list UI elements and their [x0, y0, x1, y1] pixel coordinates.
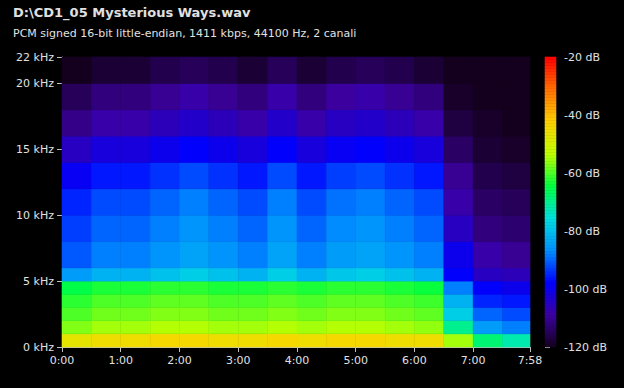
svg-text:D:\CD1_05 Mysterious Ways.wav: D:\CD1_05 Mysterious Ways.wav [13, 5, 251, 21]
svg-text:-120 dB: -120 dB [564, 341, 607, 354]
svg-text:PCM signed 16-bit little-endia: PCM signed 16-bit little-endian, 1411 kb… [13, 27, 356, 40]
svg-text:7:58: 7:58 [518, 354, 543, 367]
svg-text:-60 dB: -60 dB [564, 167, 600, 180]
svg-text:0 kHz: 0 kHz [23, 341, 54, 354]
svg-text:-20 dB: -20 dB [564, 51, 600, 64]
svg-text:22 kHz: 22 kHz [16, 51, 54, 64]
svg-text:15 kHz: 15 kHz [16, 143, 54, 156]
svg-text:-40 dB: -40 dB [564, 109, 600, 122]
svg-text:1:00: 1:00 [108, 354, 133, 367]
svg-text:3:00: 3:00 [226, 354, 251, 367]
svg-text:0:00: 0:00 [50, 354, 75, 367]
svg-text:6:00: 6:00 [402, 354, 427, 367]
svg-text:5 kHz: 5 kHz [23, 275, 54, 288]
svg-text:2:00: 2:00 [167, 354, 192, 367]
svg-text:4:00: 4:00 [285, 354, 310, 367]
svg-text:10 kHz: 10 kHz [16, 209, 54, 222]
svg-text:-100 dB: -100 dB [564, 283, 607, 296]
svg-text:-80 dB: -80 dB [564, 225, 600, 238]
svg-text:7:00: 7:00 [461, 354, 486, 367]
svg-text:20 kHz: 20 kHz [16, 77, 54, 90]
svg-text:5:00: 5:00 [343, 354, 368, 367]
